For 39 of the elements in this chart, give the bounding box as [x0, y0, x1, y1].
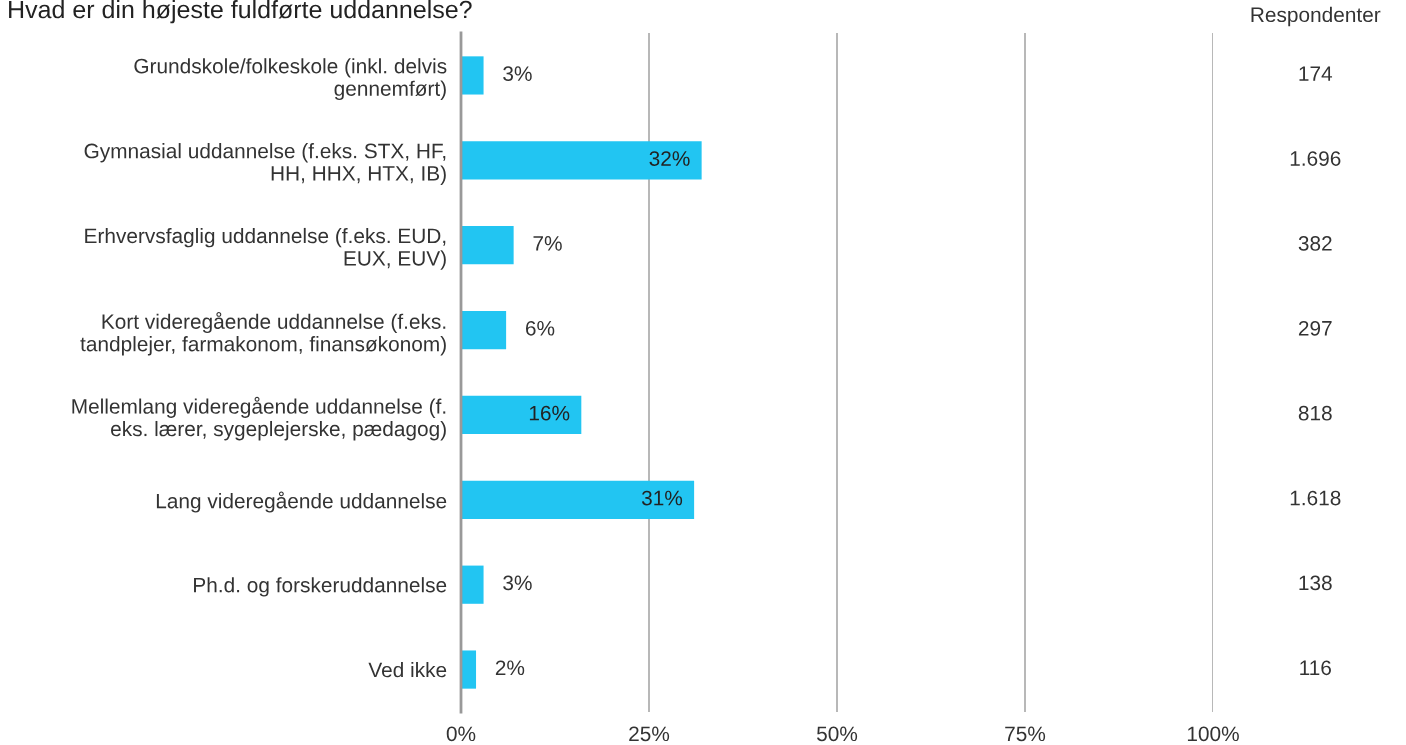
text: 297 — [1298, 320, 1332, 336]
data-label: 3% — [503, 66, 532, 82]
text: 138 — [1299, 575, 1332, 591]
bar — [461, 310, 507, 350]
y-tick-label: Mellemlang videregående uddannelse (f. eks. lærer, sygeplejerske, pædagog) — [72, 396, 446, 441]
x-tick-label: 0% — [446, 726, 476, 742]
bar — [461, 565, 484, 604]
data-label: 7% — [533, 236, 562, 251]
bar — [461, 395, 582, 435]
text: 116 — [1300, 660, 1331, 676]
text: 174 — [1299, 66, 1333, 81]
x-tick-label: 75% — [1005, 726, 1046, 742]
text: Hvad er din højeste fuldførte uddannelse? — [9, 0, 472, 24]
y-tick-label: Lang videregående uddannelse — [156, 491, 447, 513]
x-tick-label: 100% — [1187, 726, 1239, 742]
x-tick-label: 25% — [629, 726, 670, 742]
bar — [461, 56, 484, 95]
y-tick-label: Kort videregående uddannelse (f.eks. tandplejer, farmakonom, finansøkonom) — [80, 311, 446, 356]
y-tick-label: Gymnasial uddannelse (f.eks. STX, HF, HH, HHX, HTX, IB) — [84, 143, 446, 185]
bar — [461, 226, 514, 265]
data-label: 31% — [641, 490, 683, 506]
data-label: 3% — [503, 575, 532, 591]
data-label: 32% — [649, 151, 690, 166]
x-tick-label: 50% — [816, 726, 858, 742]
data-label: 2% — [495, 660, 525, 676]
y-tick-label: Erhvervsfaglig uddannelse (f.eks. EUD, EUX, EUV) — [85, 227, 446, 270]
text: 1.696 — [1290, 151, 1341, 166]
bar — [461, 480, 695, 519]
data-label: 6% — [525, 320, 555, 336]
bar — [461, 650, 477, 689]
y-tick-label: Ph.d. og forskeruddannelse — [194, 577, 447, 597]
bar — [461, 141, 702, 180]
text: 818 — [1298, 405, 1332, 421]
text: Respondenter — [1251, 6, 1381, 27]
y-tick-label: Grundskole/folkeskole (inkl. delvis gennemført) — [134, 58, 447, 101]
text: 1.618 — [1290, 490, 1341, 506]
data-label: 16% — [529, 405, 570, 421]
y-tick-label: Ved ikke — [368, 662, 447, 678]
text: 382 — [1298, 236, 1332, 251]
